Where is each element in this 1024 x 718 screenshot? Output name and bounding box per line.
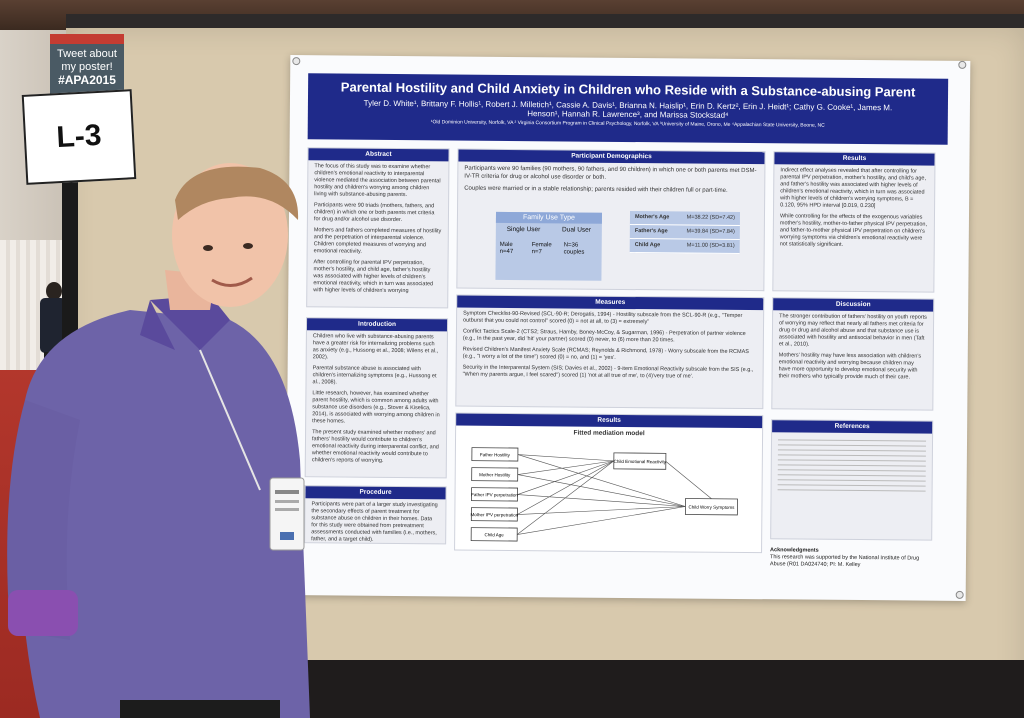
poster-title-bar: Parental Hostility and Child Anxiety in … [307, 73, 949, 145]
model-path-arrow [517, 454, 686, 507]
acknowledgments-section: Acknowledgments This research was suppor… [770, 547, 920, 569]
model-path-arrow [517, 460, 614, 495]
measures-para: Symptom Checklist-90-Revised (SCL-90-R; … [463, 310, 743, 326]
family-use-table: Family Use Type Single User Dual User Ma… [495, 211, 603, 281]
discussion-para: Mothers' hostility may have less associa… [778, 352, 922, 381]
results-para: While controlling for the effects of the… [779, 213, 928, 248]
pin-icon [958, 60, 967, 69]
references-text-lines [772, 432, 933, 498]
abstract-para: After controlling for parental IPV perpe… [313, 259, 434, 295]
introduction-section: Introduction Children who live with subs… [304, 317, 449, 479]
model-node-predictor: Mother IPV perpetration [470, 507, 519, 522]
svg-text:Father IPV perpetration: Father IPV perpetration [471, 492, 518, 497]
discussion-para: The stronger contribution of fathers' ho… [778, 313, 927, 348]
intro-para: Parental substance abuse is associated w… [312, 365, 437, 386]
model-node-predictor: Father Hostility [471, 447, 519, 462]
intro-para: Little research, however, has examined w… [312, 390, 440, 425]
research-poster: Parental Hostility and Child Anxiety in … [285, 55, 971, 601]
svg-text:Child Worry Symptoms: Child Worry Symptoms [688, 505, 735, 510]
tweet-line-1: Tweet about [57, 48, 117, 60]
measures-para: Security in the Interparental System (SI… [462, 364, 754, 380]
procedure-para: Participants were part of a larger study… [311, 501, 438, 543]
model-path-arrow [517, 460, 614, 475]
model-title: Fitted mediation model [573, 429, 645, 438]
results-model-section: Results Fitted mediation model Father Ho… [454, 412, 764, 554]
section-heading: Results [456, 413, 763, 429]
demographics-para: Participants were 90 families (90 mother… [464, 165, 757, 181]
table-cell: Male n=47 [499, 241, 514, 255]
acknowledgments-text: This research was supported by the Natio… [769, 554, 920, 569]
model-path-arrow [517, 454, 614, 462]
model-path-arrow [517, 460, 614, 515]
model-path-arrow [517, 460, 615, 535]
model-node-mediator: Child Emotional Reactivity [613, 452, 667, 470]
svg-text:Child Age: Child Age [485, 532, 505, 537]
abstract-para: Mothers and fathers completed measures o… [313, 227, 442, 255]
abstract-para: Participants were 90 triads (mothers, fa… [313, 202, 435, 224]
results-section: Results Indirect effect analyses reveale… [772, 151, 936, 293]
table-col: Single User [506, 225, 541, 234]
model-node-outcome: Child Worry Symptoms [684, 498, 738, 516]
intro-para: The present study examined whether mothe… [311, 429, 439, 464]
model-path-arrow [665, 461, 712, 499]
references-section: References [770, 419, 934, 541]
intro-para: Children who live with substance-abusing… [312, 333, 439, 361]
mediation-model-diagram: Father Hostility Mother Hostility Father I… [463, 442, 754, 549]
results-para: Indirect effect analyses revealed that a… [780, 167, 927, 210]
pin-icon [292, 57, 301, 66]
model-path-arrow [517, 506, 686, 535]
tweet-line-2: my poster! [61, 61, 113, 73]
pin-icon [955, 590, 964, 599]
measures-section: Measures Symptom Checklist-90-Revised (S… [455, 294, 765, 410]
model-path-arrow [517, 474, 686, 507]
mediation-model-svg: Father Hostility Mother Hostility Father I… [470, 447, 738, 542]
discussion-section: Discussion The stronger contribution of … [771, 297, 935, 411]
procedure-section: Procedure Participants were part of a la… [304, 485, 447, 545]
model-path-arrow [517, 494, 686, 507]
model-node-predictor: Child Age [470, 527, 518, 542]
table-col: Dual User [562, 226, 591, 234]
measures-para: Conflict Tactics Scale-2 (CTS2; Straus, … [462, 328, 746, 344]
model-node-predictor: Mother Hostility [471, 467, 519, 482]
age-row: Mother's Age M=38.22 (SD=7.42) [629, 211, 741, 226]
table-header: Family Use Type [495, 211, 603, 224]
svg-text:Mother Hostility: Mother Hostility [479, 472, 511, 477]
tweet-hashtag: #APA2015 [58, 73, 116, 87]
poster-title: Parental Hostility and Child Anxiety in … [340, 79, 916, 100]
demographics-section: Participant Demographics Participants we… [456, 148, 766, 292]
acknowledgments-heading: Acknowledgments [770, 547, 819, 554]
age-row: Child Age M=11.00 (SD=3.81) [629, 239, 740, 254]
model-node-predictor: Father IPV perpetration [471, 487, 518, 502]
tweet-sign: Tweet about my poster! #APA2015 [50, 34, 124, 94]
abstract-section: Abstract The focus of this study was to … [306, 147, 450, 309]
age-row: Father's Age M=39.84 (SD=7.84) [629, 225, 740, 240]
table-cell: Female n=7 [531, 242, 552, 256]
demographics-para: Couples were married or in a stable rela… [464, 185, 728, 194]
svg-text:Child Emotional Reactivity: Child Emotional Reactivity [614, 459, 667, 464]
svg-text:Mother IPV perpetration: Mother IPV perpetration [470, 512, 518, 517]
measures-para: Revised Children's Manifest Anxiety Scal… [462, 346, 749, 361]
svg-text:Father Hostility: Father Hostility [480, 452, 511, 457]
poster-board-base [300, 660, 1024, 718]
table-cell: N=36 couples [563, 242, 585, 256]
age-table: Mother's Age M=38.22 (SD=7.42) Father's A… [629, 211, 741, 254]
abstract-para: The focus of this study was to examine w… [314, 163, 441, 199]
presenter-person [0, 160, 310, 718]
